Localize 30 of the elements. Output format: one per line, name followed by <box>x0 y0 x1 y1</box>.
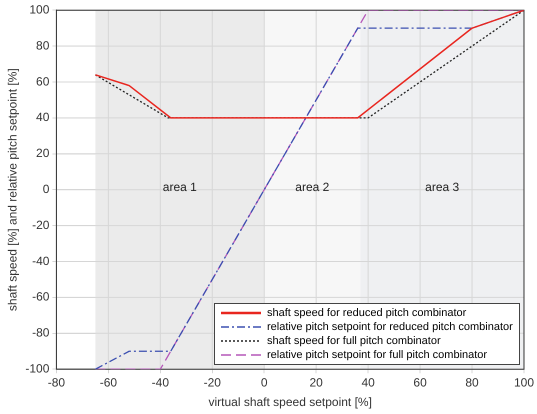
y-tick-label: -20 <box>32 218 50 232</box>
x-tick-label: 0 <box>260 376 268 390</box>
y-tick-label: 60 <box>36 74 50 88</box>
x-tick-label: -60 <box>100 376 118 390</box>
x-tick-label: 80 <box>465 376 480 390</box>
y-tick-label: 20 <box>36 146 50 160</box>
band-label: area 1 <box>162 180 198 194</box>
y-tick-label: -100 <box>25 362 50 376</box>
y-tick-label: -80 <box>32 326 50 340</box>
legend-label: relative pitch setpoint for full pitch combinator <box>266 348 488 362</box>
y-tick-label: 0 <box>42 182 50 196</box>
x-tick-label: 20 <box>310 376 324 390</box>
x-tick-label: 40 <box>361 376 376 390</box>
x-tick-label: 60 <box>413 376 428 390</box>
y-tick-label: 80 <box>36 38 50 52</box>
y-tick-label: -40 <box>32 254 50 268</box>
y-tick-label: -60 <box>32 290 50 304</box>
x-tick-label: -80 <box>48 376 66 390</box>
x-tick-label: 100 <box>514 376 534 390</box>
legend-label: shaft speed for full pitch combinator <box>266 334 441 348</box>
y-axis-title: shaft speed [%] and relative pitch setpoint [%] <box>6 68 20 312</box>
y-tick-label: 40 <box>36 110 50 124</box>
legend-label: relative pitch setpoint for reduced pitch combinator <box>266 320 513 334</box>
band-label: area 2 <box>295 180 330 194</box>
band-label: area 3 <box>425 180 460 194</box>
y-tick-label: 100 <box>29 2 50 17</box>
legend-label: shaft speed for reduced pitch combinator <box>266 306 466 320</box>
x-tick-label: -40 <box>152 376 170 390</box>
x-tick-label: -20 <box>204 376 222 390</box>
x-axis-title: virtual shaft speed setpoint [%] <box>208 395 372 410</box>
